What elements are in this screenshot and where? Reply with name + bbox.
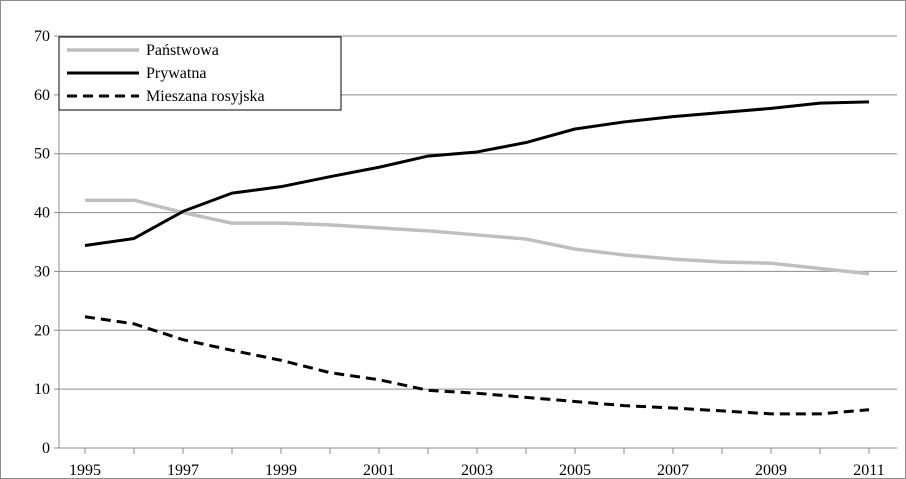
y-tick-label: 70: [34, 28, 50, 45]
y-tick-label: 50: [34, 146, 50, 163]
legend-label: Prywatna: [146, 65, 206, 82]
axes: [54, 35, 897, 454]
y-tick-label: 60: [34, 87, 50, 104]
y-tick-label: 0: [42, 440, 50, 457]
x-tick-label: 2009: [755, 462, 787, 478]
x-tick-label: 1995: [69, 462, 101, 478]
data-point: [377, 378, 381, 382]
tick-labels: 0 10 20 30 40 50 60 70 1995 1997 1999 2001 2003 2005 2…: [34, 28, 885, 478]
y-tick-label: 10: [34, 381, 50, 398]
x-tick-label: 2003: [461, 462, 493, 478]
x-tick-label: 2007: [657, 462, 689, 478]
legend-label: Państwowa: [146, 42, 219, 59]
series-line-3: [84, 315, 870, 416]
y-tick-label: 20: [34, 322, 50, 339]
y-tick-label: 40: [34, 205, 50, 222]
legend-label: Mieszana rosyjska: [146, 88, 265, 105]
series-line-2: [84, 100, 870, 248]
x-tick-label: 1997: [167, 462, 199, 478]
x-tick-label: 2005: [559, 462, 591, 478]
legend: Państwowa Prywatna Mieszana rosyjska: [58, 36, 342, 111]
x-tick-label: 2001: [363, 462, 395, 478]
series-line-1: [85, 198, 870, 276]
series-lines: [84, 100, 870, 416]
x-tick-label: 1999: [265, 462, 297, 478]
y-tick-label: 30: [34, 263, 50, 280]
x-tick-label: 2011: [853, 462, 884, 478]
